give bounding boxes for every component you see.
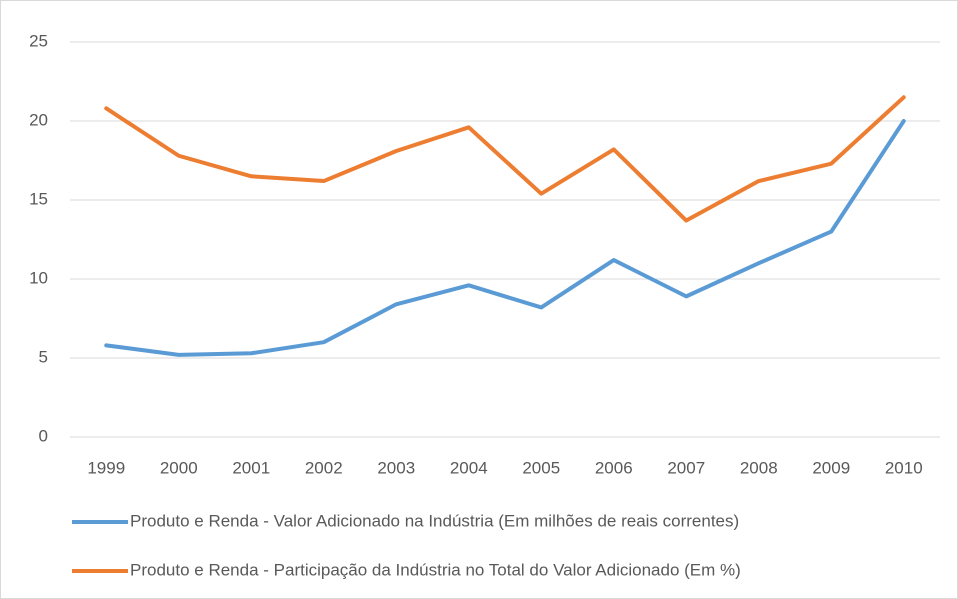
y-tick-label: 10 — [29, 268, 48, 287]
x-tick-label: 2008 — [740, 458, 778, 477]
legend-label: Produto e Renda - Participação da Indúst… — [130, 560, 741, 579]
y-tick-label: 25 — [29, 31, 48, 50]
y-tick-label: 15 — [29, 189, 48, 208]
x-tick-label: 2003 — [377, 458, 415, 477]
legend-label: Produto e Renda - Valor Adicionado na In… — [130, 511, 739, 530]
x-tick-label: 2005 — [522, 458, 560, 477]
x-tick-label: 2001 — [232, 458, 270, 477]
y-tick-label: 20 — [29, 110, 48, 129]
x-tick-label: 2004 — [450, 458, 488, 477]
y-tick-label: 0 — [39, 426, 48, 445]
y-tick-label: 5 — [39, 347, 48, 366]
x-tick-label: 2002 — [305, 458, 343, 477]
x-tick-label: 2007 — [667, 458, 705, 477]
line-series — [104, 95, 906, 223]
x-tick-label: 1999 — [87, 458, 125, 477]
x-tick-label: 2009 — [812, 458, 850, 477]
x-tick-label: 2006 — [595, 458, 633, 477]
x-tick-label: 2010 — [885, 458, 923, 477]
x-tick-label: 2000 — [160, 458, 198, 477]
line-series — [104, 119, 906, 357]
